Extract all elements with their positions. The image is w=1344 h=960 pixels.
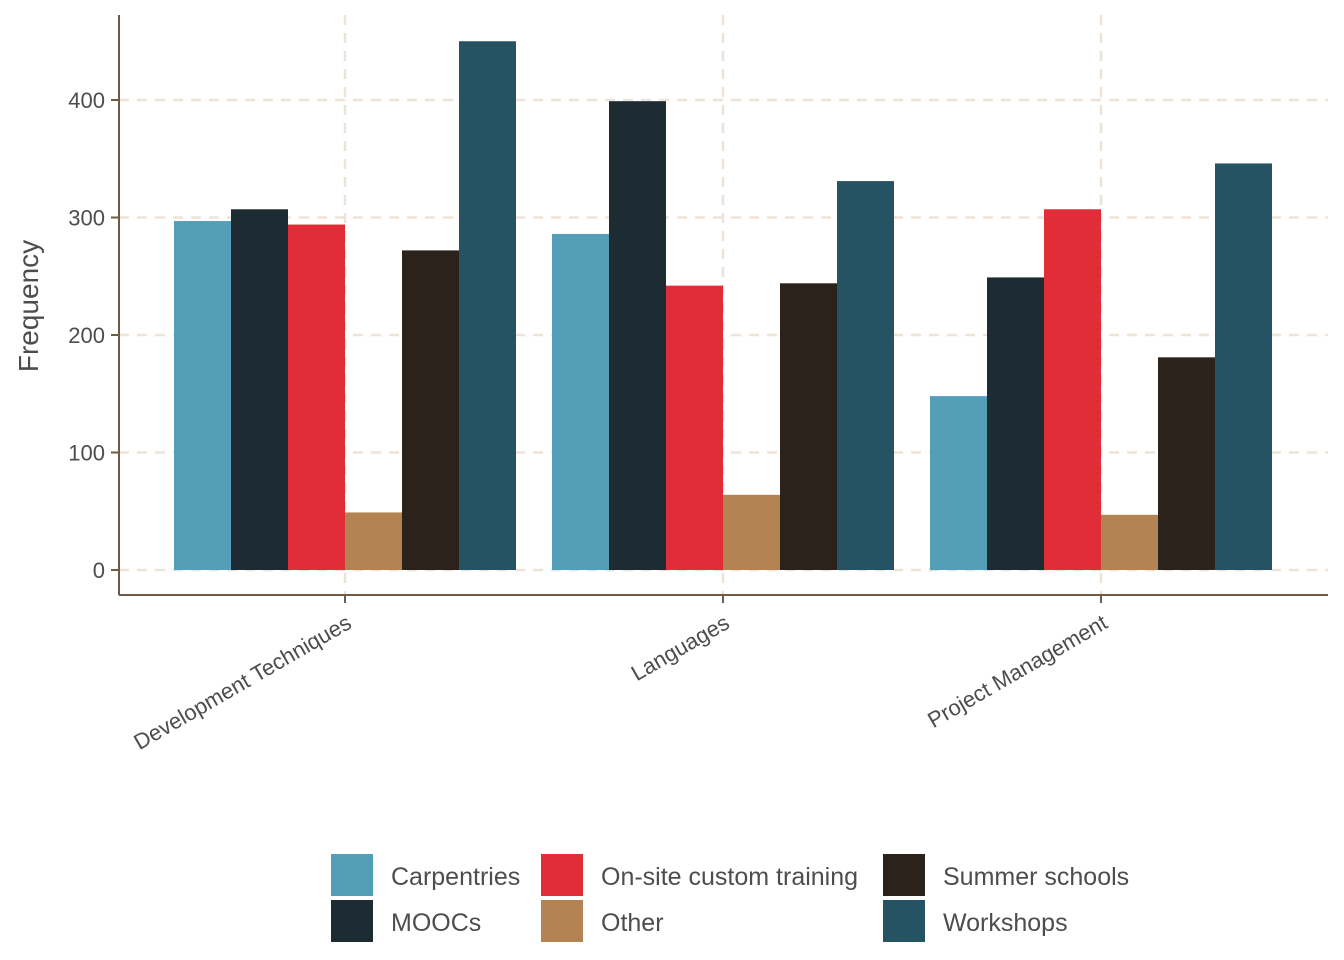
y-tick-label: 100 xyxy=(68,441,105,466)
bar xyxy=(837,181,894,570)
bar xyxy=(930,396,987,570)
bar xyxy=(780,283,837,570)
legend-label: Summer schools xyxy=(943,863,1129,891)
legend-key xyxy=(331,900,373,942)
bar xyxy=(609,101,666,571)
x-tick-label: Languages xyxy=(627,610,734,686)
legend-key xyxy=(541,854,583,896)
legend: Carpentries MOOCs On-site custom training O… xyxy=(331,854,1129,942)
legend-key xyxy=(883,900,925,942)
bar xyxy=(231,209,288,570)
y-tick-label: 400 xyxy=(68,88,105,113)
legend-label: MOOCs xyxy=(391,909,481,937)
y-axis-title: Frequency xyxy=(13,240,44,372)
bar xyxy=(288,224,345,571)
y-tick-label: 0 xyxy=(93,558,105,583)
legend-key xyxy=(541,900,583,942)
bar xyxy=(723,494,780,570)
y-tick-label: 300 xyxy=(68,206,105,231)
legend-label: Carpentries xyxy=(391,863,520,891)
legend-key xyxy=(883,854,925,896)
bar xyxy=(459,41,516,570)
bar xyxy=(666,285,723,570)
bar xyxy=(552,233,609,570)
bars xyxy=(174,41,1272,571)
legend-key xyxy=(331,854,373,896)
y-tick-label: 200 xyxy=(68,323,105,348)
x-tick-label: Project Management xyxy=(923,610,1111,733)
bar xyxy=(174,221,231,570)
bar xyxy=(987,277,1044,570)
bar xyxy=(345,512,402,570)
legend-label: Workshops xyxy=(943,909,1068,937)
bar xyxy=(1101,514,1158,570)
bar xyxy=(1044,209,1101,570)
legend-label: Other xyxy=(601,909,664,937)
legend-label: On-site custom training xyxy=(601,863,858,891)
bar xyxy=(402,250,459,570)
x-tick-label: Development Techniques xyxy=(129,610,355,755)
bar xyxy=(1215,163,1272,570)
bar xyxy=(1158,357,1215,570)
